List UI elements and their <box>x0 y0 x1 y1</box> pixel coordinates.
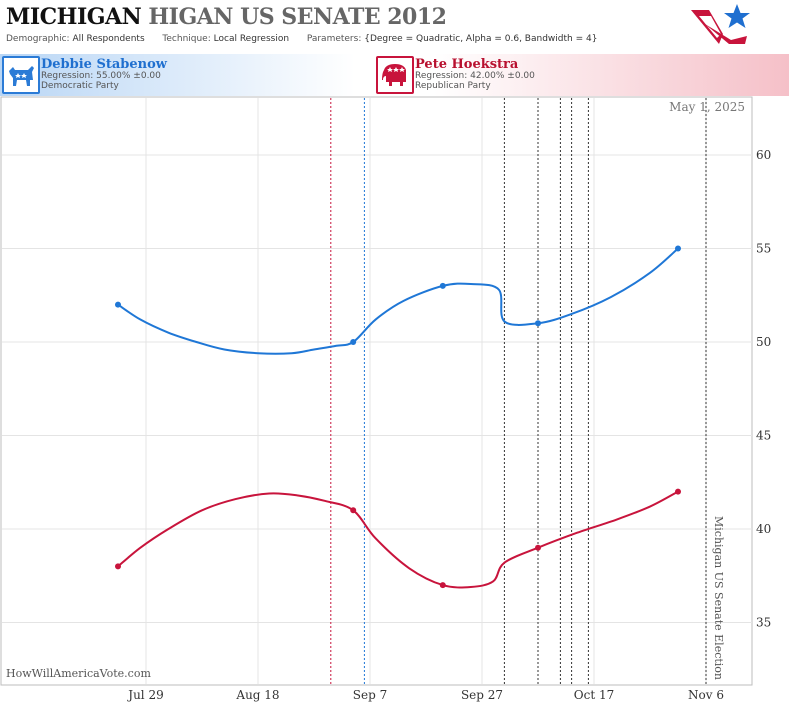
x-axis-ticks: Jul 29 Aug 18 Sep 7 Sep 27 Oct 17 Nov 6 <box>126 688 724 702</box>
chart-grid <box>2 98 752 684</box>
poll-point <box>535 320 541 327</box>
watermark: HowWillAmericaVote.com <box>6 667 151 680</box>
candidate-regression: Regression: 55.00% ±0.00 <box>41 71 161 81</box>
poll-point <box>675 245 681 252</box>
democrat-donkey-icon <box>2 56 40 94</box>
regression-lines <box>117 247 679 589</box>
chart-title: MICHIGAN HIGAN US SENATE 2012 <box>6 4 447 30</box>
x-tick-label: Nov 6 <box>688 688 724 702</box>
x-tick-label: Sep 7 <box>353 688 387 702</box>
event-lines <box>330 98 707 684</box>
poll-point <box>350 507 357 514</box>
title-state: MICHIGAN <box>6 4 142 30</box>
republican-elephant-icon <box>376 56 414 94</box>
candidate-party: Democratic Party <box>41 81 119 91</box>
poll-point <box>115 563 121 570</box>
y-tick-label: 35 <box>756 616 771 630</box>
election-event-label: Michigan US Senate Election <box>712 516 725 680</box>
x-tick-label: Sep 27 <box>461 688 503 702</box>
x-tick-label: Aug 18 <box>235 688 279 702</box>
star-logo-icon <box>691 4 750 44</box>
candidate-party: Republican Party <box>415 81 491 91</box>
poll-point <box>115 301 121 308</box>
chart-header: MICHIGAN HIGAN US SENATE 2012 Demographi… <box>0 0 789 52</box>
poll-points <box>115 245 681 589</box>
demographic-value: All Respondents <box>72 34 145 44</box>
poll-point <box>439 282 446 289</box>
x-tick-label: Oct 17 <box>574 688 614 702</box>
y-tick-label: 45 <box>756 429 771 443</box>
candidate-regression: Regression: 42.00% ±0.00 <box>415 71 535 81</box>
x-tick-label: Jul 29 <box>126 688 163 702</box>
date-stamp: May 1, 2025 <box>669 100 745 114</box>
y-tick-label: 40 <box>756 522 771 536</box>
parameters-line: Demographic: All Respondents Technique: … <box>6 34 597 44</box>
technique-label: Technique: <box>162 34 211 44</box>
y-axis-ticks: 35 40 45 50 55 60 <box>756 148 771 630</box>
poll-point <box>350 339 357 345</box>
demographic-label: Demographic: <box>6 34 70 44</box>
y-tick-label: 60 <box>756 148 771 162</box>
title-race: HIGAN US SENATE 2012 <box>148 4 447 30</box>
poll-chart: 35 40 45 50 55 60 Jul 29 Aug 18 Sep 7 Sep 27 Oct … <box>0 96 771 702</box>
y-tick-label: 55 <box>756 242 771 256</box>
parameters-value: {Degree = Quadratic, Alpha = 0.6, Bandwi… <box>364 34 598 44</box>
poll-point <box>439 582 446 589</box>
regression-line-series-1 <box>117 490 679 589</box>
technique-value: Local Regression <box>213 34 290 44</box>
poll-point <box>675 488 681 495</box>
poll-point <box>535 544 541 551</box>
regression-line-series-0 <box>117 247 679 355</box>
candidate-name: Pete Hoekstra <box>415 57 519 72</box>
y-tick-label: 50 <box>756 335 771 349</box>
parameters-label: Parameters: <box>306 34 362 44</box>
candidate-legend: Debbie Stabenow Regression: 55.00% ±0.00… <box>0 54 789 96</box>
candidate-name: Debbie Stabenow <box>41 57 167 72</box>
